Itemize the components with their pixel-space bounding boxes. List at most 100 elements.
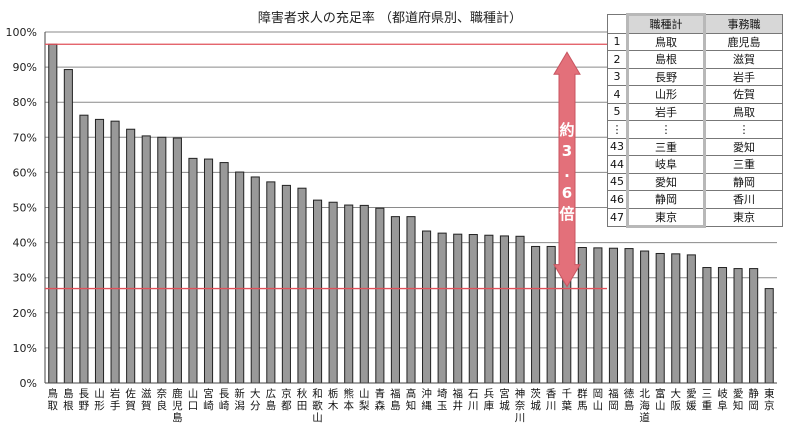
bar	[250, 176, 260, 384]
x-tick-label: 岡山	[593, 388, 604, 412]
x-tick-label: 岐阜	[717, 387, 728, 412]
bar	[577, 247, 587, 384]
y-tick-labels: 0% 10% 20% 30% 40% 50% 60% 70% 80% 90% 100%	[6, 26, 37, 390]
bar	[655, 252, 665, 384]
bar	[63, 69, 73, 384]
bar	[499, 235, 509, 384]
y-tick-label: 40%	[13, 237, 37, 250]
clerical-cell: 静岡	[704, 172, 783, 191]
bar	[344, 204, 354, 384]
x-tick-label: 青森	[375, 387, 386, 412]
table-row: 2 島根 滋賀	[607, 50, 783, 69]
bar	[515, 235, 525, 384]
bar	[468, 234, 478, 384]
x-tick-label: 千葉	[561, 388, 572, 412]
rank-header	[607, 14, 628, 34]
x-tick-label: 山口	[188, 388, 199, 412]
bar	[749, 268, 759, 384]
x-tick-label: 鳥取	[48, 387, 59, 412]
x-tick-label: 長野	[79, 388, 90, 412]
x-tick-label: 石川	[468, 388, 479, 412]
rank-cell: 43	[607, 137, 628, 156]
total-cell: 愛知	[626, 172, 706, 191]
table-row: 47 東京 東京	[607, 207, 783, 228]
bar	[764, 288, 774, 384]
rank-cell: 3	[607, 67, 628, 86]
total-cell: 島根	[626, 50, 706, 69]
y-tick-label: 30%	[13, 272, 37, 285]
x-tick-label: 山梨	[359, 388, 370, 412]
x-tick-label: 大阪	[671, 387, 682, 412]
chart-title: 障害者求人の充足率 （都道府県別、職種計）	[257, 11, 523, 26]
x-tick-label: 宮城	[499, 387, 510, 412]
bar	[281, 184, 291, 384]
clerical-cell: 滋賀	[704, 50, 783, 69]
clerical-cell: 香川	[704, 190, 783, 209]
bar	[328, 201, 338, 384]
bar	[593, 247, 603, 384]
x-tick-label: 和歌山	[312, 388, 323, 424]
x-tick-label: 大分	[250, 387, 261, 412]
x-tick-label: 香川	[546, 388, 557, 412]
clerical-cell: 鳥取	[704, 102, 783, 121]
y-tick-label: 80%	[13, 96, 37, 109]
table-row: 43 三重 愛知	[607, 137, 783, 156]
table-row: 3 長野 岩手	[607, 67, 783, 86]
y-tick-label: 10%	[13, 342, 37, 355]
x-tick-label: 宮崎	[203, 387, 214, 412]
bar	[546, 245, 556, 384]
table-row: 45 愛知 静岡	[607, 172, 783, 191]
bar	[94, 118, 105, 384]
x-tick-label: 兵庫	[484, 387, 495, 412]
bar	[484, 234, 494, 384]
annotation-char: 倍	[559, 205, 575, 223]
rank-cell: 2	[607, 50, 628, 69]
y-tick-label: 60%	[13, 166, 37, 179]
x-tick-label: 茨城	[530, 387, 541, 412]
total-cell: 岩手	[626, 102, 706, 121]
x-tick-label: 三重	[702, 388, 713, 412]
rank-cell: 4	[607, 85, 628, 104]
y-tick-label: 100%	[6, 26, 37, 39]
clerical-cell: 東京	[704, 207, 783, 227]
x-tick-label: 秋田	[297, 387, 308, 412]
bar	[188, 157, 198, 384]
rank-cell: 44	[607, 155, 628, 174]
total-cell: 東京	[626, 207, 706, 228]
total-cell: 山形	[626, 85, 706, 104]
bar	[79, 114, 89, 384]
clerical-header: 事務職	[704, 14, 783, 34]
x-tick-label: 東京	[764, 387, 775, 412]
x-tick-label: 長崎	[219, 388, 230, 412]
table-row: 46 静岡 香川	[607, 190, 783, 209]
rank-cell: 1	[607, 32, 628, 51]
bar	[531, 245, 541, 384]
table-row: 1 鳥取 鹿児島	[607, 32, 783, 51]
x-tick-label: 奈良	[157, 387, 168, 412]
x-tick-label: 群馬	[577, 387, 588, 412]
bar	[203, 158, 214, 384]
total-cell: 静岡	[626, 190, 706, 209]
y-tick-label: 0%	[20, 377, 37, 390]
rank-cell: 45	[607, 172, 628, 191]
total-header: 職種計	[626, 13, 706, 34]
bar	[375, 207, 385, 384]
x-tick-label: 徳島	[624, 387, 635, 412]
x-tick-label: 山形	[94, 388, 105, 412]
x-tick-label: 岩手	[110, 387, 121, 412]
bar	[359, 204, 369, 384]
clerical-cell: 鹿児島	[704, 32, 783, 51]
bar	[297, 187, 307, 384]
annotation-char: 3	[561, 142, 573, 160]
double-arrow	[553, 51, 581, 288]
bar	[266, 181, 276, 384]
x-tick-label: 栃木	[328, 387, 339, 412]
x-tick-label: 沖縄	[421, 387, 432, 412]
x-tick-label: 熊本	[343, 387, 354, 412]
total-cell: 鳥取	[626, 32, 706, 51]
x-tick-label: 富山	[655, 387, 666, 412]
bar	[422, 230, 432, 384]
bar	[406, 216, 416, 384]
x-tick-label: 鹿児島	[172, 387, 183, 424]
